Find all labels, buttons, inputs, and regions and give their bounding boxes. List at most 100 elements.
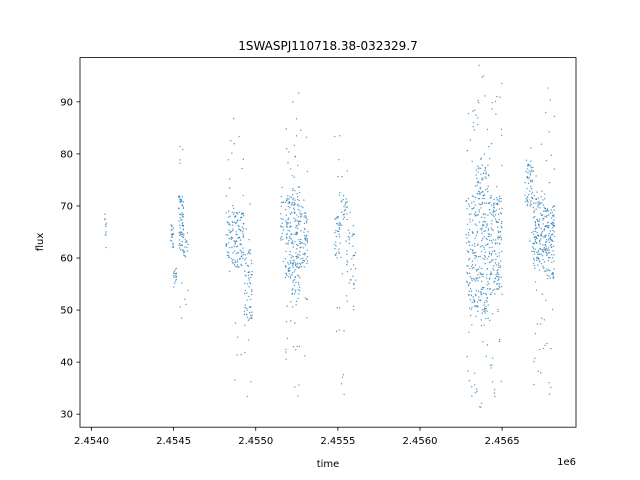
data-point	[476, 230, 479, 233]
data-point	[470, 213, 472, 215]
data-point	[542, 265, 544, 267]
data-point	[295, 248, 298, 250]
data-point	[543, 206, 545, 209]
data-point	[484, 308, 486, 310]
data-point	[180, 231, 182, 233]
data-point	[491, 242, 493, 244]
data-point	[292, 263, 294, 265]
data-point	[248, 238, 250, 241]
data-point	[552, 214, 554, 217]
data-point	[481, 288, 484, 291]
data-point	[304, 228, 306, 231]
data-point	[228, 237, 230, 240]
data-point	[546, 342, 548, 345]
data-point	[298, 186, 301, 188]
data-point	[342, 198, 345, 201]
data-point	[478, 406, 481, 408]
data-point	[338, 135, 341, 137]
data-point	[293, 271, 296, 273]
data-point	[468, 241, 471, 244]
data-point	[234, 216, 236, 218]
data-point	[485, 273, 488, 276]
data-point	[533, 202, 535, 204]
data-point	[303, 222, 306, 225]
data-point	[486, 297, 488, 299]
data-point	[250, 283, 252, 285]
data-point	[499, 212, 502, 214]
data-point	[250, 316, 252, 318]
data-point	[468, 112, 470, 115]
data-point	[537, 264, 539, 266]
data-point	[300, 242, 302, 244]
x-tick-label: 2.4540	[74, 436, 109, 447]
data-point	[296, 274, 299, 277]
data-point	[485, 305, 487, 308]
x-tick-label: 2.4545	[156, 436, 191, 447]
data-point	[230, 230, 233, 233]
data-point	[336, 257, 338, 259]
data-point	[186, 232, 189, 234]
data-point	[499, 265, 502, 267]
data-point	[551, 272, 554, 274]
data-point	[531, 246, 534, 248]
data-point	[351, 258, 353, 260]
data-point	[488, 233, 490, 235]
data-point	[491, 364, 493, 366]
data-point	[286, 233, 289, 235]
data-point	[477, 274, 479, 276]
data-point	[473, 213, 476, 215]
data-point	[292, 279, 294, 281]
data-point	[478, 64, 480, 67]
data-point	[529, 202, 531, 204]
data-point	[295, 281, 297, 284]
data-point	[536, 323, 539, 325]
data-point	[548, 225, 550, 227]
data-point	[482, 273, 485, 275]
data-point	[295, 226, 297, 229]
data-point	[468, 244, 471, 247]
data-point	[472, 232, 474, 235]
data-point	[346, 218, 348, 221]
data-point	[481, 76, 483, 78]
data-point	[541, 255, 544, 257]
data-point	[303, 266, 305, 268]
data-point	[352, 233, 355, 235]
y-axis: 30 40 50 60 70 80 90	[60, 97, 80, 421]
data-point	[484, 169, 486, 172]
data-point	[491, 108, 493, 110]
data-point	[242, 233, 244, 235]
data-point	[474, 211, 477, 213]
data-point	[482, 341, 484, 343]
data-point	[468, 228, 471, 231]
data-point	[338, 158, 340, 161]
data-point	[303, 260, 305, 262]
data-point	[303, 242, 305, 245]
data-point	[173, 276, 176, 278]
data-point	[282, 238, 284, 241]
data-point	[295, 225, 298, 227]
data-point	[305, 244, 307, 246]
data-point	[248, 285, 250, 288]
data-point	[225, 195, 228, 197]
data-point	[499, 197, 501, 200]
data-point	[229, 215, 231, 217]
data-point	[481, 227, 483, 230]
data-point	[492, 289, 494, 292]
data-point	[179, 159, 181, 161]
data-point	[247, 265, 250, 267]
data-point	[538, 269, 541, 271]
data-point	[302, 247, 305, 249]
data-point	[338, 252, 341, 254]
data-point	[170, 240, 173, 242]
data-point	[230, 257, 233, 260]
data-point	[471, 306, 473, 308]
data-point	[181, 235, 183, 238]
data-point	[492, 211, 494, 214]
data-point	[489, 239, 491, 242]
data-point	[493, 198, 495, 201]
data-point	[538, 226, 540, 228]
data-point	[175, 276, 177, 279]
data-point	[296, 220, 298, 222]
data-point	[296, 227, 299, 230]
data-point	[473, 207, 475, 209]
